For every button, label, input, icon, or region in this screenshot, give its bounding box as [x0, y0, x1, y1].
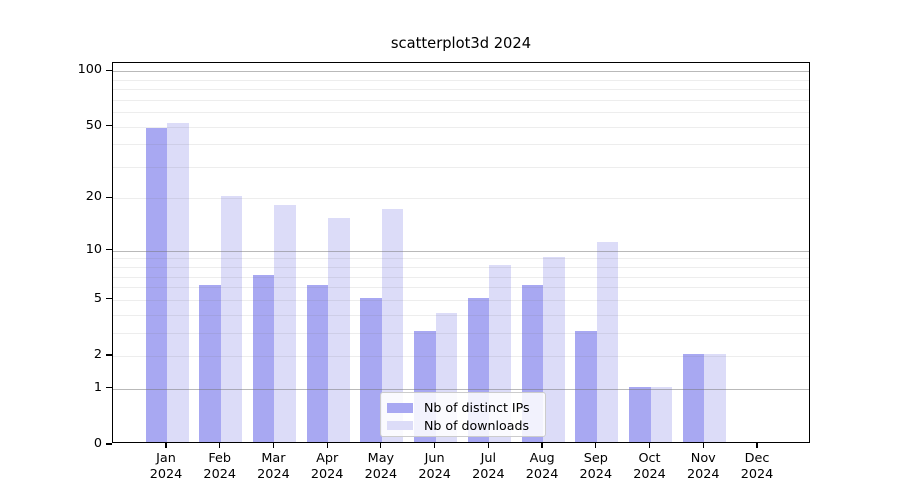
bar-nb-of-downloads	[543, 256, 565, 442]
bar-nb-of-distinct-ips	[199, 285, 221, 442]
x-tick-label: Mar 2024	[257, 451, 290, 482]
x-tick-mark	[541, 443, 543, 448]
bar-nb-of-downloads	[328, 218, 350, 442]
gridline-major	[113, 250, 809, 252]
x-tick-mark	[380, 443, 382, 448]
x-tick-mark	[648, 443, 651, 448]
legend-swatch-distinct-ips	[387, 403, 413, 413]
y-tick-label: 50	[85, 117, 102, 133]
y-tick-mark	[106, 196, 112, 198]
x-tick-mark	[165, 443, 167, 448]
gridline-minor	[113, 332, 809, 334]
bar-nb-of-downloads	[167, 122, 189, 442]
x-tick-mark	[326, 443, 328, 448]
legend-entry-distinct-ips: Nb of distinct IPs	[387, 399, 545, 417]
y-tick-mark	[106, 249, 112, 251]
x-tick-label: Dec 2024	[740, 451, 774, 482]
x-tick-label: Jul 2024	[472, 451, 505, 482]
x-tick-mark	[272, 443, 275, 448]
gridline-minor	[113, 166, 809, 168]
gridline-minor	[113, 276, 809, 278]
legend-entry-downloads: Nb of downloads	[387, 417, 545, 435]
x-tick-label: Nov 2024	[686, 451, 720, 482]
gridline-minor	[113, 89, 809, 91]
gridline-minor	[113, 99, 809, 101]
gridline-minor	[113, 79, 809, 81]
bar-nb-of-distinct-ips	[360, 297, 382, 442]
gridline-minor	[113, 267, 809, 269]
bar-nb-of-distinct-ips	[682, 354, 705, 442]
x-tick-mark	[702, 443, 704, 448]
gridline-minor	[113, 198, 809, 200]
bar-nb-of-downloads	[704, 354, 726, 442]
x-tick-mark	[756, 443, 758, 448]
gridline-minor	[113, 299, 809, 301]
bar-nb-of-distinct-ips	[252, 274, 275, 442]
gridline-major	[113, 71, 809, 73]
x-tick-mark	[595, 443, 597, 448]
legend-label-distinct-ips: Nb of distinct IPs	[424, 400, 530, 416]
bar-nb-of-distinct-ips	[145, 127, 167, 442]
gridline-minor	[113, 287, 809, 289]
y-tick-label: 20	[85, 189, 102, 205]
gridline-minor	[113, 314, 809, 316]
x-tick-label: Jan 2024	[149, 451, 183, 482]
y-tick-label: 10	[85, 241, 102, 257]
bar-nb-of-downloads	[596, 241, 619, 442]
y-tick-mark	[106, 69, 112, 71]
x-tick-label: Feb 2024	[203, 451, 236, 482]
y-tick-mark	[106, 354, 112, 356]
bar-nb-of-distinct-ips	[306, 285, 329, 442]
x-tick-label: Sep 2024	[579, 451, 613, 482]
x-tick-label: Apr 2024	[310, 451, 344, 482]
grid-layer	[113, 63, 809, 442]
x-tick-mark	[219, 443, 221, 448]
bar-nb-of-distinct-ips	[575, 330, 597, 442]
gridline-minor	[113, 356, 809, 357]
x-tick-label: Aug 2024	[525, 451, 559, 482]
x-tick-mark	[487, 443, 489, 448]
bar-nb-of-downloads	[650, 386, 673, 442]
y-tick-label: 1	[93, 379, 102, 395]
gridline-minor	[113, 144, 809, 146]
y-tick-label: 2	[93, 347, 102, 362]
y-tick-mark	[106, 298, 112, 300]
y-tick-mark	[106, 387, 112, 389]
x-tick-label: Jun 2024	[418, 451, 451, 482]
bar-nb-of-downloads	[220, 196, 243, 442]
y-tick-label: 5	[93, 290, 102, 306]
bar-nb-of-downloads	[381, 208, 404, 442]
y-tick-label: 100	[77, 62, 102, 78]
gridline-major	[113, 388, 809, 390]
gridline-minor	[113, 112, 809, 114]
bar-nb-of-downloads	[274, 204, 296, 442]
y-tick-mark	[106, 124, 112, 127]
plot-area: Nb of distinct IPs Nb of downloads	[112, 62, 810, 443]
y-tick-label: 0	[93, 436, 102, 451]
x-tick-label: May 2024	[364, 451, 398, 482]
legend: Nb of distinct IPs Nb of downloads	[380, 392, 546, 437]
legend-label-downloads: Nb of downloads	[424, 417, 530, 433]
y-tick-mark	[106, 443, 112, 445]
gridline-minor	[113, 258, 809, 260]
x-tick-mark	[434, 443, 436, 448]
gridline-minor	[113, 126, 809, 128]
chart-title: scatterplot3d 2024	[390, 35, 532, 52]
legend-swatch-downloads	[387, 420, 413, 430]
x-tick-label: Oct 2024	[633, 451, 666, 482]
bar-nb-of-distinct-ips	[629, 386, 651, 442]
